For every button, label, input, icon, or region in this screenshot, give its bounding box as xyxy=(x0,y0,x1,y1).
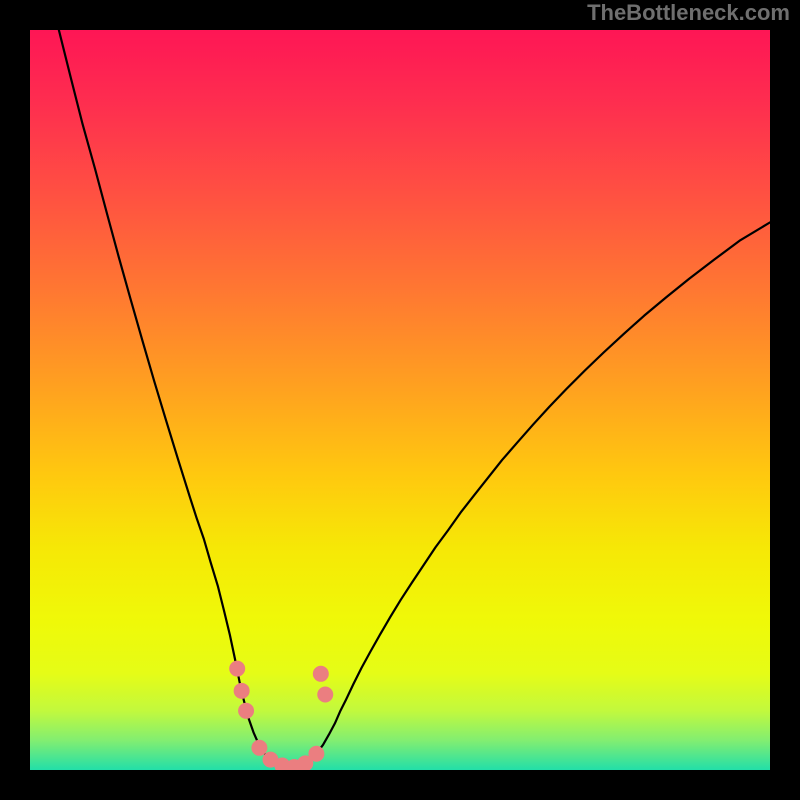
plot-svg xyxy=(30,30,770,770)
chart-frame: TheBottleneck.com xyxy=(0,0,800,800)
data-marker xyxy=(239,703,254,718)
data-marker xyxy=(318,687,333,702)
plot-area xyxy=(30,30,770,770)
data-marker xyxy=(309,746,324,761)
data-marker xyxy=(234,683,249,698)
gradient-background xyxy=(30,30,770,770)
watermark-text: TheBottleneck.com xyxy=(587,0,790,26)
data-marker xyxy=(230,661,245,676)
data-marker xyxy=(313,666,328,681)
data-marker xyxy=(252,740,267,755)
